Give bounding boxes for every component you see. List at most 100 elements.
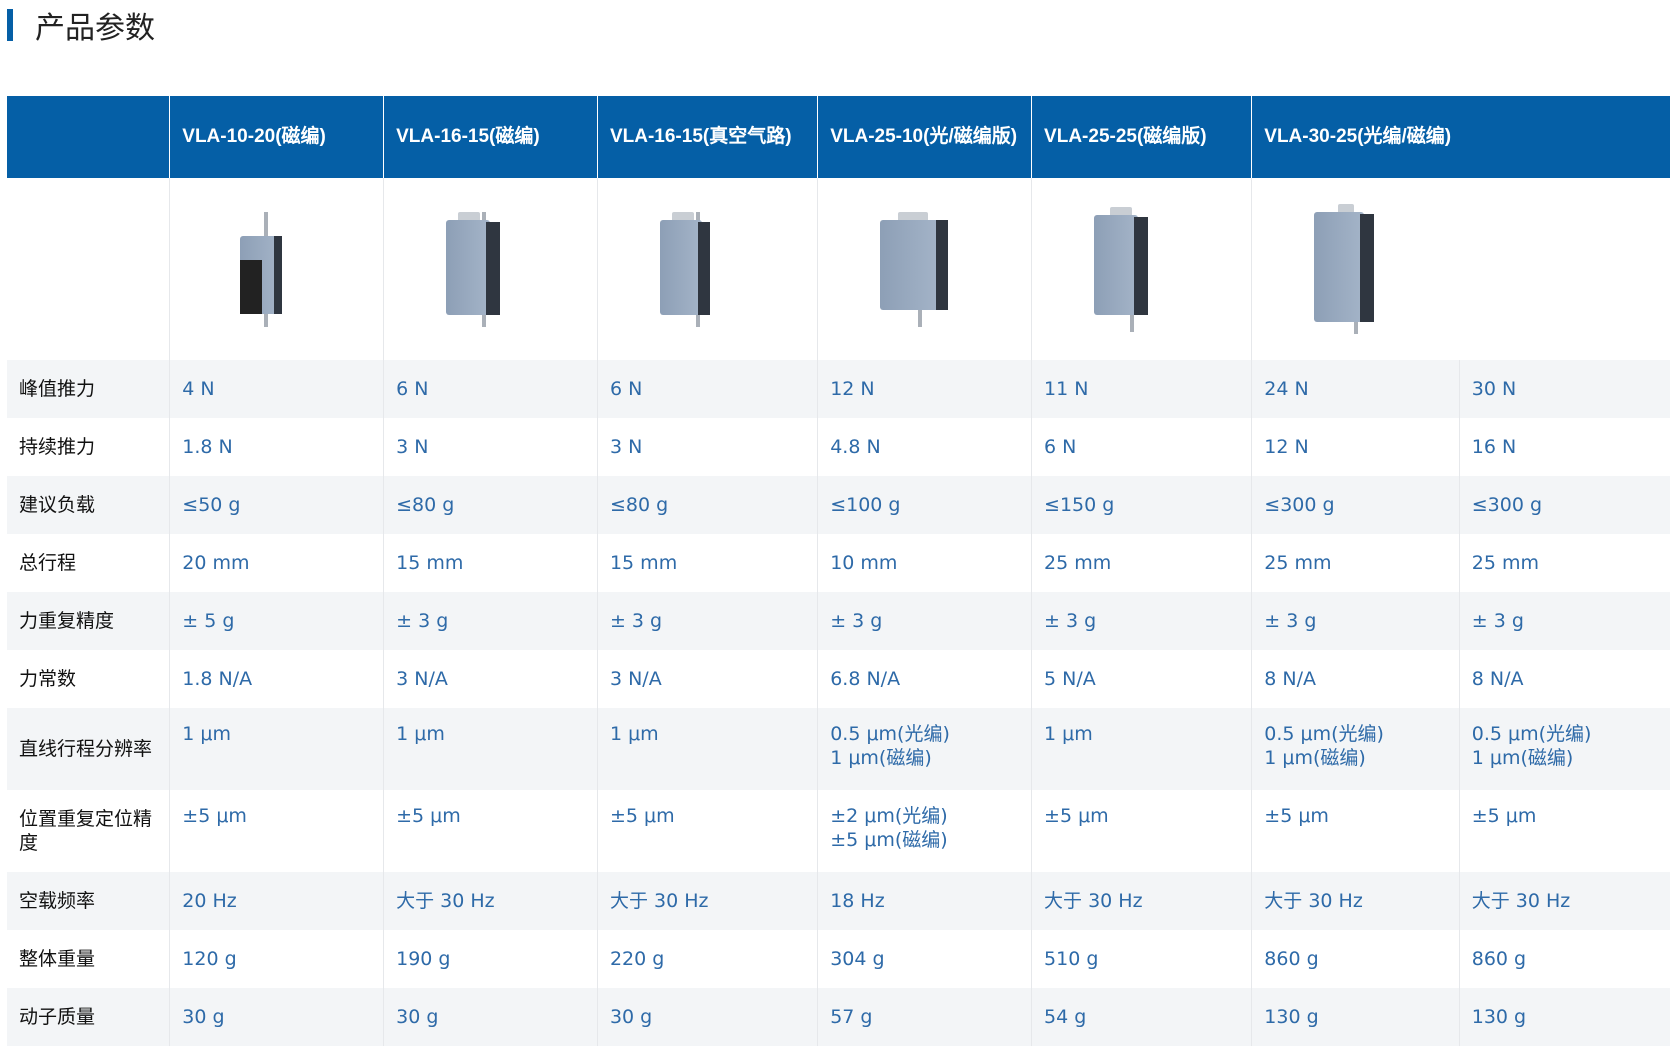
spec-value: 57 g xyxy=(817,988,1032,1046)
product-params-table: VLA-10-20(磁编) VLA-16-15(磁编) VLA-16-15(真空… xyxy=(7,96,1670,1046)
actuator-image xyxy=(1094,206,1154,332)
spec-value: 3 N/A xyxy=(596,650,818,708)
header-model: VLA-10-20(磁编) xyxy=(169,96,384,178)
spec-label: 空载频率 xyxy=(7,872,170,930)
spec-value: 大于 30 Hz xyxy=(1251,872,1460,930)
spec-value: 12 N xyxy=(817,360,1032,418)
spec-label: 动子质量 xyxy=(7,988,170,1046)
spec-value: 25 mm xyxy=(1458,534,1670,592)
spec-value: 30 g xyxy=(169,988,384,1046)
spec-value: 3 N xyxy=(596,418,818,476)
spec-value: 8 N/A xyxy=(1458,650,1670,708)
spec-label: 力常数 xyxy=(19,668,77,690)
spec-value: 8 N/A xyxy=(1251,650,1460,708)
spec-row: 力常数 1.8 N/A 3 N/A 3 N/A 6.8 N/A 5 N/A 8 N/A 8 N… xyxy=(7,650,1670,708)
spec-value: ≤100 g xyxy=(817,476,1032,534)
spec-label: 直线行程分辨率 xyxy=(7,708,170,790)
spec-value: 4 N xyxy=(169,360,384,418)
spec-value: ≤50 g xyxy=(169,476,384,534)
spec-row: 动子质量 30 g 30 g 30 g 57 g 54 g 130 g 130 g xyxy=(7,988,1670,1046)
product-image xyxy=(596,178,818,360)
spec-label: 建议负载 xyxy=(7,476,170,534)
spec-row: 空载频率 20 Hz 大于 30 Hz 大于 30 Hz 18 Hz 大于 30 Hz 大于… xyxy=(7,872,1670,930)
product-image xyxy=(169,178,384,360)
spec-row: 位置重复定位精度 ±5 μm ±5 μm ±5 μm ±2 μm(光编) ±5 μm(磁… xyxy=(7,790,1670,872)
header-row: VLA-10-20(磁编) VLA-16-15(磁编) VLA-16-15(真空… xyxy=(7,96,1670,178)
spec-value: 25 mm xyxy=(1251,534,1460,592)
product-image xyxy=(1031,178,1252,360)
header-model: VLA-16-15(真空气路) xyxy=(596,96,818,178)
spec-value: ± 3 g xyxy=(817,592,1032,650)
spec-label: 力重复精度 xyxy=(7,592,170,650)
spec-value: 860 g xyxy=(1251,930,1460,988)
spec-value: 3 N xyxy=(383,418,598,476)
spec-value: ≤300 g xyxy=(1251,476,1460,534)
title-accent-bar xyxy=(7,9,13,41)
spec-value: 1.8 N/A xyxy=(169,650,384,708)
spec-row: 力重复精度 ± 5 g ± 3 g ± 3 g ± 3 g ± 3 g ± 3 g ± 3 g xyxy=(7,592,1670,650)
spec-value: 0.5 μm(光编) 1 μm(磁编) xyxy=(817,708,1032,790)
section-title: 产品参数 xyxy=(7,8,155,46)
spec-label: 总行程 xyxy=(19,552,77,574)
spec-value: 6 N xyxy=(1031,418,1252,476)
header-blank xyxy=(7,96,170,178)
spec-value: ±5 μm xyxy=(169,790,384,872)
spec-row: 直线行程分辨率 1 μm 1 μm 1 μm 0.5 μm(光编) 1 μm(磁编) 1 … xyxy=(7,708,1670,790)
spec-value: 18 Hz xyxy=(817,872,1032,930)
actuator-image xyxy=(232,211,283,327)
spec-value: ± 3 g xyxy=(1458,592,1670,650)
actuator-image xyxy=(659,211,720,327)
spec-value: ±5 μm xyxy=(1458,790,1670,872)
spec-value: 130 g xyxy=(1251,988,1460,1046)
spec-value: 大于 30 Hz xyxy=(1031,872,1252,930)
spec-value: 220 g xyxy=(596,930,818,988)
spec-label: 整体重量 xyxy=(19,948,96,970)
spec-value: ±2 μm(光编) ±5 μm(磁编) xyxy=(817,790,1032,872)
actuator-image xyxy=(880,211,950,327)
spec-value: 1 μm xyxy=(596,708,818,790)
spec-value: 10 mm xyxy=(817,534,1032,592)
spec-value: 20 mm xyxy=(169,534,384,592)
header-model: VLA-30-25(光编/磁编) xyxy=(1251,96,1670,178)
spec-value: 120 g xyxy=(169,930,384,988)
spec-value: ± 3 g xyxy=(596,592,818,650)
spec-value: 0.5 μm(光编) 1 μm(磁编) xyxy=(1458,708,1670,790)
spec-value: 6 N xyxy=(383,360,598,418)
spec-value: 190 g xyxy=(383,930,598,988)
spec-value: 30 g xyxy=(383,988,598,1046)
spec-value: 4.8 N xyxy=(817,418,1032,476)
spec-value: 510 g xyxy=(1031,930,1252,988)
spec-value: 6.8 N/A xyxy=(817,650,1032,708)
spec-value: 54 g xyxy=(1031,988,1252,1046)
spec-value: ±5 μm xyxy=(1031,790,1252,872)
spec-value: 15 mm xyxy=(383,534,598,592)
product-image xyxy=(1251,178,1670,360)
spec-value: 3 N/A xyxy=(383,650,598,708)
spec-value: 20 Hz xyxy=(169,872,384,930)
header-model: VLA-25-10(光/磁编版) xyxy=(817,96,1032,178)
spec-value: 大于 30 Hz xyxy=(1458,872,1670,930)
spec-value: ± 3 g xyxy=(383,592,598,650)
spec-value: 11 N xyxy=(1031,360,1252,418)
actuator-image xyxy=(446,211,506,327)
spec-value: ≤80 g xyxy=(596,476,818,534)
actuator-image xyxy=(1314,204,1384,334)
spec-value: ±5 μm xyxy=(596,790,818,872)
spec-label: 位置重复定位精度 xyxy=(19,808,153,854)
spec-row: 总行程 20 mm 15 mm 15 mm 10 mm 25 mm 25 mm 25 mm xyxy=(7,534,1670,592)
spec-value: ± 3 g xyxy=(1031,592,1252,650)
spec-value: 30 g xyxy=(596,988,818,1046)
spec-value: 12 N xyxy=(1251,418,1460,476)
spec-value: 1 μm xyxy=(169,708,384,790)
spec-value: 0.5 μm(光编) 1 μm(磁编) xyxy=(1251,708,1460,790)
spec-row: 建议负载 ≤50 g ≤80 g ≤80 g ≤100 g ≤150 g ≤300 g ≤30… xyxy=(7,476,1670,534)
spec-value: 30 N xyxy=(1458,360,1670,418)
spec-label: 峰值推力 xyxy=(7,360,170,418)
spec-value: ≤150 g xyxy=(1031,476,1252,534)
image-row xyxy=(7,178,1670,360)
spec-value: ± 3 g xyxy=(1251,592,1460,650)
page-title: 产品参数 xyxy=(35,11,155,46)
spec-value: 大于 30 Hz xyxy=(383,872,598,930)
